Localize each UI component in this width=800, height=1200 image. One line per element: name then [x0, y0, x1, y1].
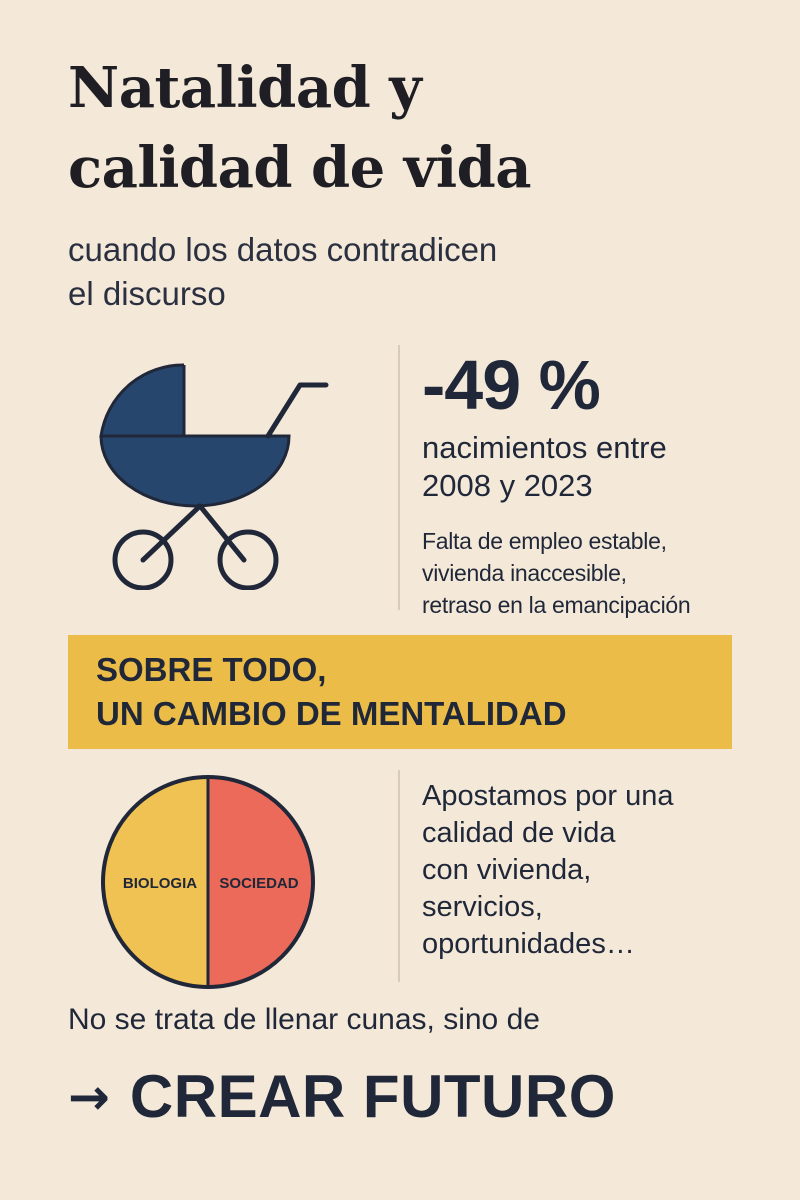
pie-label-biology: BIOLOGIA: [123, 875, 197, 892]
birth-rate-stat: -49 % nacimientos entre 2008 y 2023 Falt…: [422, 345, 792, 621]
banner-line-1: SOBRE TODO,: [96, 651, 327, 688]
title-line-2: calidad de vida: [68, 135, 532, 201]
pie-outline: [101, 775, 315, 989]
proposal-line-3: con vivienda,: [422, 854, 592, 886]
proposal-text: Apostamos por una calidad de vida con vi…: [422, 778, 782, 963]
stroller-wheel-left: [112, 529, 174, 590]
pie-label-society: SOCIEDAD: [219, 875, 298, 892]
stroller-wheel-right: [217, 529, 279, 590]
stroller-hood: [101, 364, 184, 436]
stat-causes: Falta de empleo estable, vivienda inacce…: [422, 525, 792, 621]
proposal-line-2: calidad de vida: [422, 817, 616, 849]
stat-cause-3: retraso en la emancipación: [422, 592, 691, 618]
title-line-1: Natalidad y: [68, 55, 422, 121]
baby-stroller-icon: [99, 363, 329, 590]
stroller-axle-right: [197, 503, 247, 563]
stat-label-line-1: nacimientos entre: [422, 430, 667, 465]
closing-text: No se trata de llenar cunas, sino de: [68, 1003, 540, 1036]
stroller-basket: [101, 436, 289, 506]
proposal-divider: [398, 770, 400, 982]
proposal-line-1: Apostamos por una: [422, 780, 674, 812]
stat-divider: [398, 345, 400, 610]
stroller-hood-outline: [99, 363, 291, 508]
stat-value: -49 %: [422, 346, 601, 424]
stat-cause-1: Falta de empleo estable,: [422, 528, 667, 554]
pie-half-biology: [103, 777, 208, 987]
subtitle-line-1: cuando los datos contradicen: [68, 231, 498, 268]
page-subtitle: cuando los datos contradicen el discurso: [68, 228, 708, 316]
banner-line-2: UN CAMBIO DE MENTALIDAD: [96, 695, 567, 732]
pie-half-society: [208, 777, 313, 987]
stat-label: nacimientos entre 2008 y 2023: [422, 429, 792, 505]
proposal-line-5: oportunidades…: [422, 928, 635, 960]
page-title: Natalidad y calidad de vida: [68, 48, 748, 208]
arrow-right-icon: →: [68, 1068, 110, 1126]
stroller-handle: [265, 382, 329, 439]
banner-text: SOBRE TODO, UN CAMBIO DE MENTALIDAD: [96, 648, 732, 736]
stroller-axle-left: [140, 503, 203, 563]
stat-cause-2: vivienda inaccesible,: [422, 560, 627, 586]
subtitle-line-2: el discurso: [68, 275, 226, 312]
call-to-action: → CREAR FUTURO: [68, 1052, 768, 1142]
stat-label-line-2: 2008 y 2023: [422, 468, 593, 503]
proposal-line-4: servicios,: [422, 891, 543, 923]
mentality-banner: SOBRE TODO, UN CAMBIO DE MENTALIDAD: [68, 635, 732, 749]
biology-society-pie: BIOLOGIA SOCIEDAD: [101, 775, 315, 989]
cta-text: CREAR FUTURO: [129, 1063, 616, 1130]
